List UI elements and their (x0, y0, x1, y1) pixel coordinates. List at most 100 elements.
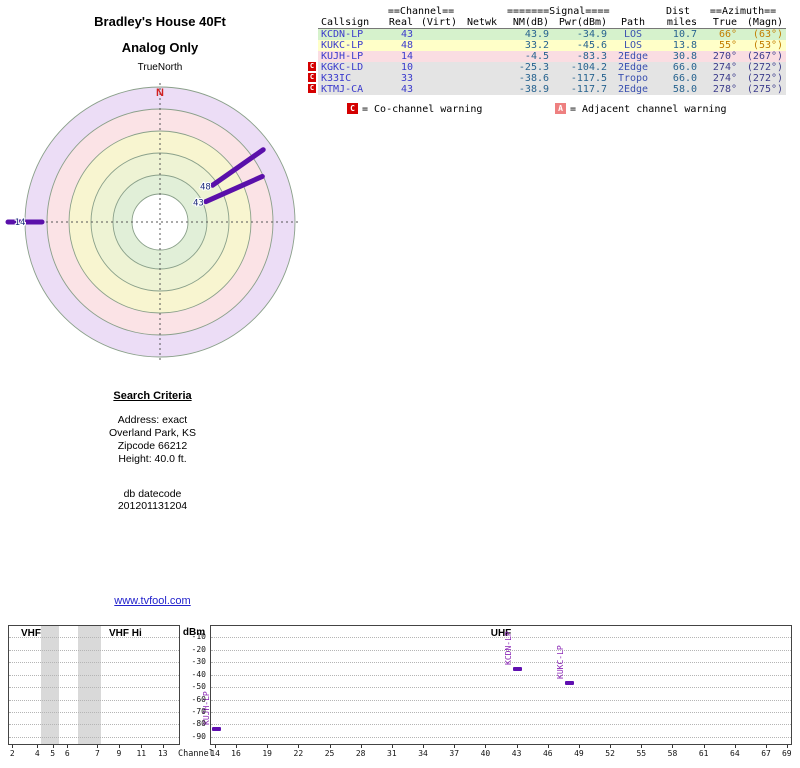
cell-callsign: KGKC-LD (321, 62, 364, 73)
channel-tick (786, 745, 788, 748)
col-real: Real (382, 17, 416, 29)
station-channel-label: 43 (193, 198, 204, 208)
cell-pwr: -45.6 (576, 40, 608, 51)
gridline (211, 724, 791, 726)
search-city: Overland Park, KS (109, 427, 196, 439)
cell-nm: -38.6 (518, 73, 550, 84)
gridline (9, 724, 179, 726)
radar-ring (131, 193, 189, 251)
cell-real: 43 (400, 29, 413, 40)
y-axis-tick-label: -40 (191, 669, 206, 679)
gridline (211, 736, 791, 738)
cell-magn: (63°) (752, 29, 784, 40)
channel-tick (423, 745, 425, 748)
channel-tick (141, 745, 143, 748)
site-link-wrap: www.tvfool.com (55, 589, 250, 608)
station-channel-label: 48 (200, 182, 211, 192)
cell-nm: 33.2 (524, 40, 550, 51)
gridline (9, 711, 179, 713)
y-axis-tick-label: -50 (191, 682, 206, 692)
station-row: K33IC 33 -38.6 -117.5 Tropo 66.0 274° (272°) (318, 73, 787, 84)
channel-tick-label: 6 (64, 749, 70, 758)
cell-path: 2Edge (617, 84, 649, 95)
cell-real: 14 (400, 51, 413, 62)
cell-nm: 43.9 (524, 29, 550, 40)
gridline (211, 662, 791, 664)
cell-pwr: -34.9 (576, 29, 608, 40)
channel-tick (766, 745, 768, 748)
station-bearing-line (209, 147, 266, 188)
vhf-hi-label: VHF Hi (109, 628, 142, 639)
gridline (211, 649, 791, 651)
signal-bar (211, 727, 221, 732)
channel-tick-label: 69 (781, 749, 792, 758)
channel-tick-label: 52 (605, 749, 615, 758)
channel-tick-label: 49 (574, 749, 584, 758)
group-channel: ==Channel== (387, 6, 455, 17)
channel-tick-label: 67 (761, 749, 771, 758)
channel-tick-label: 14 (210, 749, 220, 758)
channel-tick (215, 745, 217, 748)
cell-path: 2Edge (617, 62, 649, 73)
gridline (9, 699, 179, 701)
true-north-label: TrueNorth (137, 62, 183, 73)
search-height: Height: 40.0 ft. (118, 453, 187, 465)
col-miles: miles (656, 17, 701, 29)
channel-tick-label: 13 (157, 749, 168, 758)
col-true: True (700, 17, 741, 29)
search-criteria-title: Search Criteria (113, 390, 192, 402)
adjacent-channel-text: = Adjacent channel warning (570, 104, 727, 115)
cell-path: 2Edge (617, 51, 649, 62)
channel-tick (610, 745, 612, 748)
channel-tick (235, 745, 237, 748)
cell-netwk (460, 62, 504, 73)
uhf-plot-box: UHF KUJH-LP KCDN-LP KUKC-LP (202, 625, 792, 745)
channel-tick (298, 745, 300, 748)
channel-tick (118, 745, 120, 748)
cell-pwr: -104.2 (570, 62, 608, 73)
channel-tick (97, 745, 99, 748)
cell-true: 274° (712, 62, 738, 73)
uhf-label: UHF (490, 628, 512, 639)
channel-tick (391, 745, 393, 748)
cell-nm: -38.9 (518, 84, 550, 95)
y-axis-tick-label: -10 (191, 632, 206, 642)
gridline (211, 711, 791, 713)
channel-tick (578, 745, 580, 748)
channel-tick (454, 745, 456, 748)
group-blank (610, 6, 656, 17)
cell-true: 270° (712, 51, 738, 62)
channel-tick (52, 745, 54, 748)
cell-magn: (53°) (752, 40, 784, 51)
gridline (9, 662, 179, 664)
station-row: KGKC-LD 10 -25.3 -104.2 2Edge 66.0 274° (272°) (318, 62, 787, 73)
co-channel-badge: C (347, 103, 358, 114)
channel-tick (703, 745, 705, 748)
azimuth-radar-chart: 48 43 14 N (5, 83, 299, 361)
station-label: KCDN-LP (503, 631, 513, 666)
cell-real: 43 (400, 84, 413, 95)
cell-nm: -4.5 (524, 51, 550, 62)
channel-tick (162, 745, 164, 748)
cell-magn: (267°) (746, 51, 784, 62)
cell-virt (416, 73, 460, 84)
db-datecode-label: db datecode (123, 488, 182, 500)
page-title: Bradley's House 40Ft (94, 14, 226, 29)
channel-tick-label: 16 (231, 749, 241, 758)
cell-real: 33 (400, 73, 413, 84)
station-row: KUKC-LP 48 33.2 -45.6 LOS 13.8 55° (53°) (318, 40, 787, 51)
cell-virt (416, 84, 460, 95)
cell-magn: (272°) (746, 62, 784, 73)
gridline (211, 674, 791, 676)
group-dist: Dist (665, 6, 691, 17)
tvfool-link[interactable]: www.tvfool.com (114, 595, 191, 607)
gridline (9, 649, 179, 651)
channel-tick-label: 9 (116, 749, 122, 758)
channel-tick-label: 4 (34, 749, 40, 758)
cell-path: LOS (623, 29, 643, 40)
cell-miles: 66.0 (672, 73, 698, 84)
cell-netwk (460, 40, 504, 51)
station-channel-label: 14 (15, 218, 26, 228)
channel-tick-label: 40 (480, 749, 491, 758)
channel-tick (12, 745, 14, 748)
